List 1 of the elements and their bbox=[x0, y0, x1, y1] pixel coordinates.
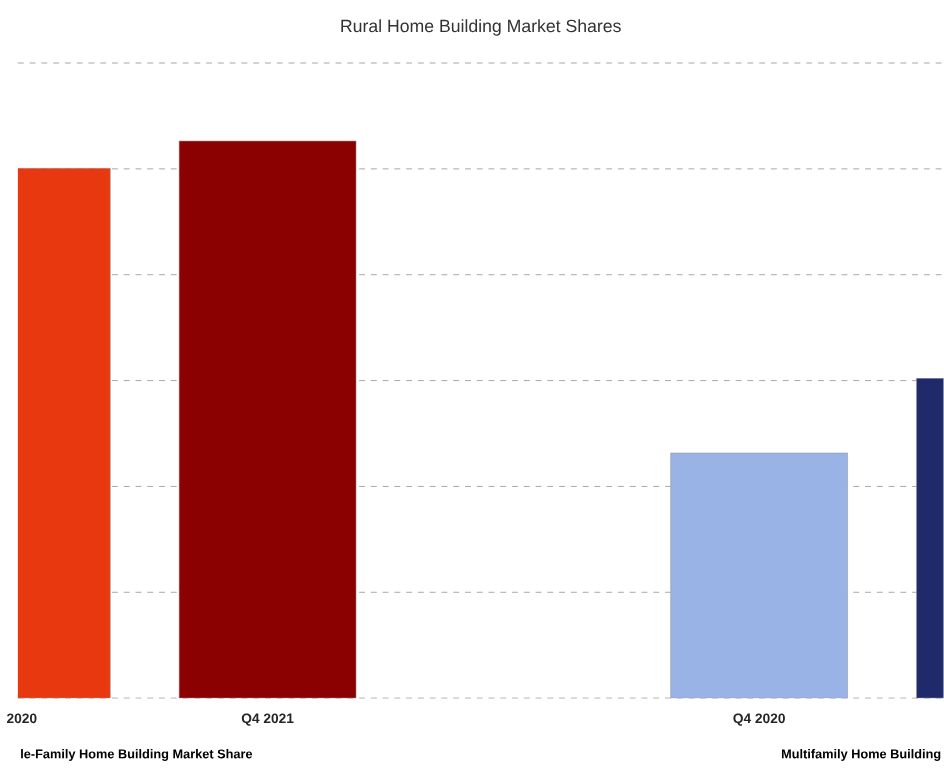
chart-title: Rural Home Building Market Shares bbox=[341, 18, 621, 36]
